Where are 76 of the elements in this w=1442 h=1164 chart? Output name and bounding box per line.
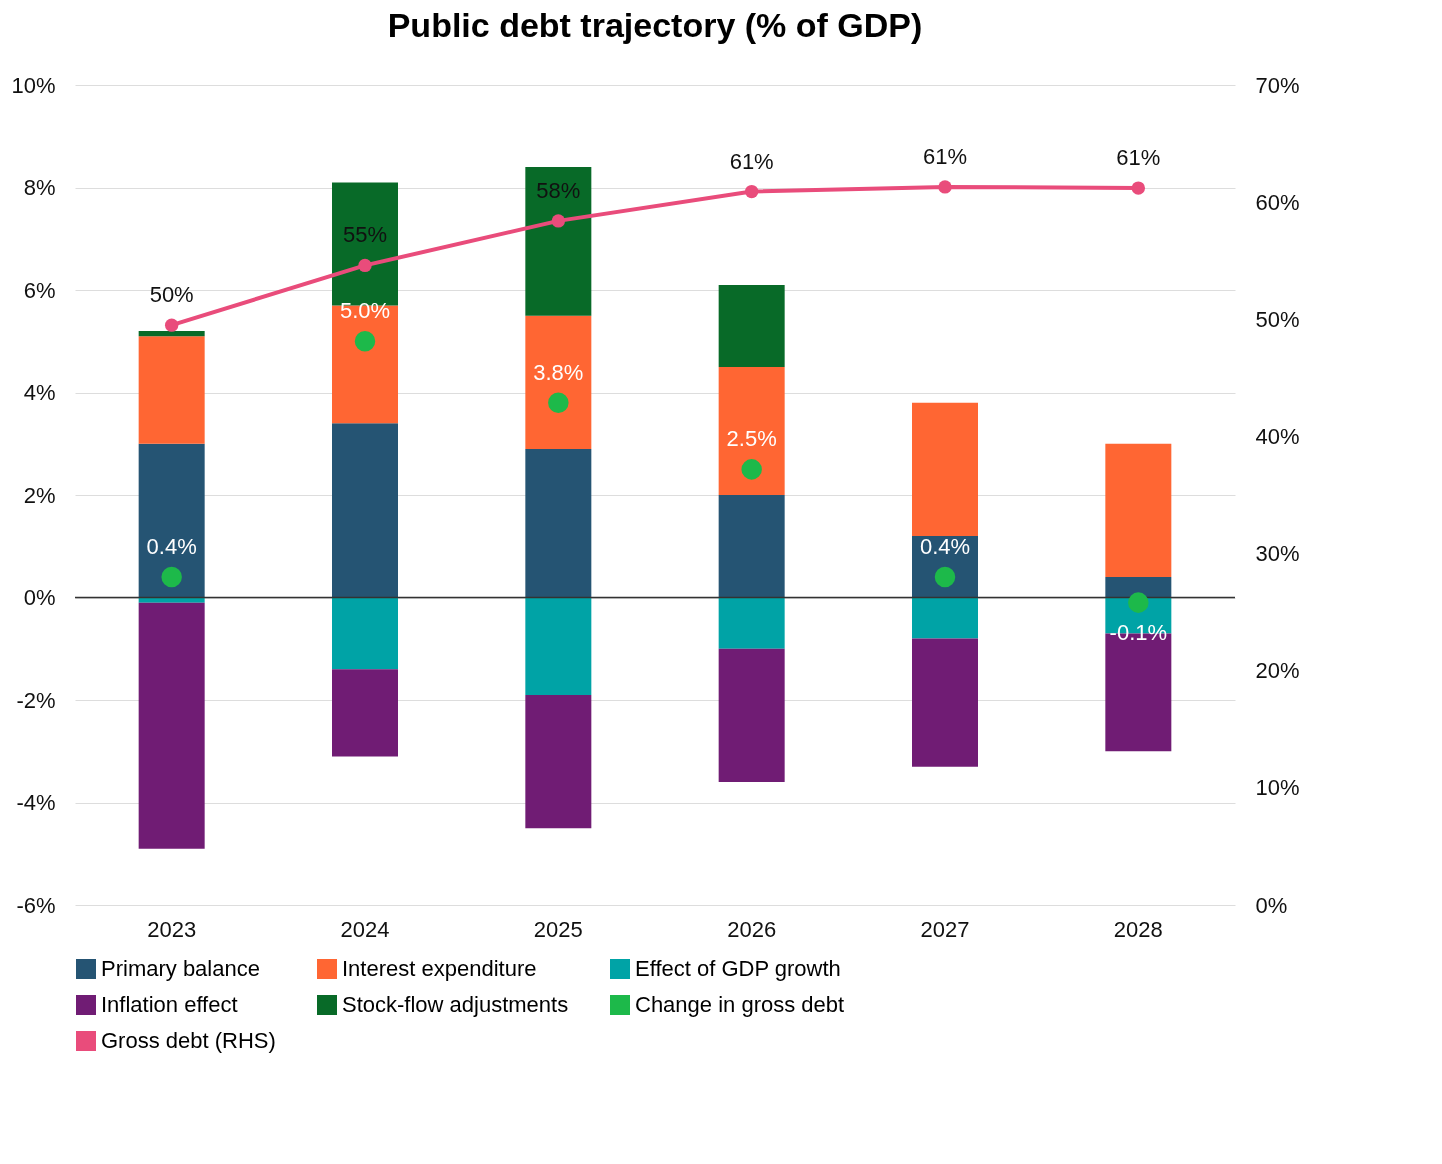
point — [1131, 181, 1146, 195]
legend-label: Gross debt (RHS) — [101, 1028, 276, 1053]
bar — [525, 448, 592, 598]
bar — [332, 305, 398, 424]
point — [1128, 592, 1149, 613]
legend-label: Stock-flow adjustments — [342, 992, 569, 1017]
bar — [332, 597, 398, 670]
bar — [1105, 577, 1172, 598]
data-label: 61% — [922, 143, 968, 169]
data-label: 3.8% — [533, 359, 584, 385]
data-label: 2.5% — [726, 426, 777, 452]
x-tick-label: 2025 — [533, 916, 583, 942]
y-tick-label: 0% — [23, 585, 56, 610]
bar — [912, 402, 978, 536]
y2-tick-label: 20% — [1255, 658, 1300, 684]
bar — [718, 495, 785, 598]
y-tick-label: -6% — [16, 892, 56, 918]
bar — [718, 597, 785, 649]
bar — [138, 331, 205, 337]
bar — [718, 366, 785, 495]
data-label: 55% — [342, 222, 388, 248]
bar — [332, 423, 398, 598]
x-tick-label: 2026 — [727, 916, 777, 942]
bar — [912, 597, 978, 639]
y2-tick-label: 0% — [1255, 892, 1288, 918]
y2-tick-label: 30% — [1255, 541, 1300, 567]
bar — [718, 648, 785, 782]
data-label: 58% — [536, 177, 581, 203]
point — [744, 184, 759, 199]
point — [358, 258, 372, 273]
data-label: 50% — [149, 282, 194, 308]
y2-tick-label: 10% — [1255, 775, 1300, 801]
y-tick-label: 4% — [23, 380, 56, 405]
bar — [718, 284, 785, 367]
point — [354, 331, 376, 352]
legend-label: Change in gross debt — [635, 992, 845, 1017]
bar — [525, 694, 592, 829]
x-tick-label: 2027 — [920, 916, 970, 942]
bar — [138, 336, 205, 444]
y2-tick-label: 60% — [1255, 189, 1300, 215]
data-label: 5.0% — [339, 298, 391, 324]
legend-label: Inflation effect — [101, 992, 238, 1017]
y-tick-label: 8% — [23, 175, 56, 200]
bar — [332, 669, 398, 757]
legend-label: Primary balance — [101, 956, 260, 981]
bar — [1105, 443, 1172, 577]
y2-tick-label: 40% — [1255, 423, 1300, 449]
y-tick-label: 10% — [11, 72, 56, 98]
x-tick-label: 2023 — [147, 916, 197, 942]
bar — [138, 602, 205, 849]
point — [548, 392, 569, 413]
data-label: 0.4% — [146, 534, 197, 559]
y-tick-label: -2% — [16, 687, 56, 713]
bar — [525, 167, 592, 316]
point — [161, 566, 182, 588]
y-tick-label: 2% — [23, 482, 56, 508]
chart-title: Public debt trajectory (% of GDP) — [387, 6, 923, 44]
bar — [138, 443, 205, 598]
y-tick-label: 6% — [23, 277, 56, 303]
point — [164, 318, 179, 332]
legend-label: Interest expenditure — [342, 956, 537, 981]
bar — [912, 638, 978, 767]
y2-tick-label: 50% — [1255, 306, 1300, 332]
point — [741, 459, 762, 480]
data-label: 61% — [729, 148, 774, 174]
y-tick-label: -4% — [16, 790, 56, 815]
data-label: 0.4% — [919, 534, 971, 559]
x-tick-label: 2028 — [1113, 916, 1163, 942]
point — [551, 214, 566, 228]
data-label: 61% — [1116, 145, 1161, 171]
x-tick-label: 2024 — [340, 916, 390, 942]
y2-tick-label: 70% — [1255, 72, 1300, 98]
point — [938, 180, 952, 194]
legend-label: Effect of GDP growth — [635, 956, 841, 981]
bar — [525, 315, 592, 449]
bar — [525, 597, 592, 695]
